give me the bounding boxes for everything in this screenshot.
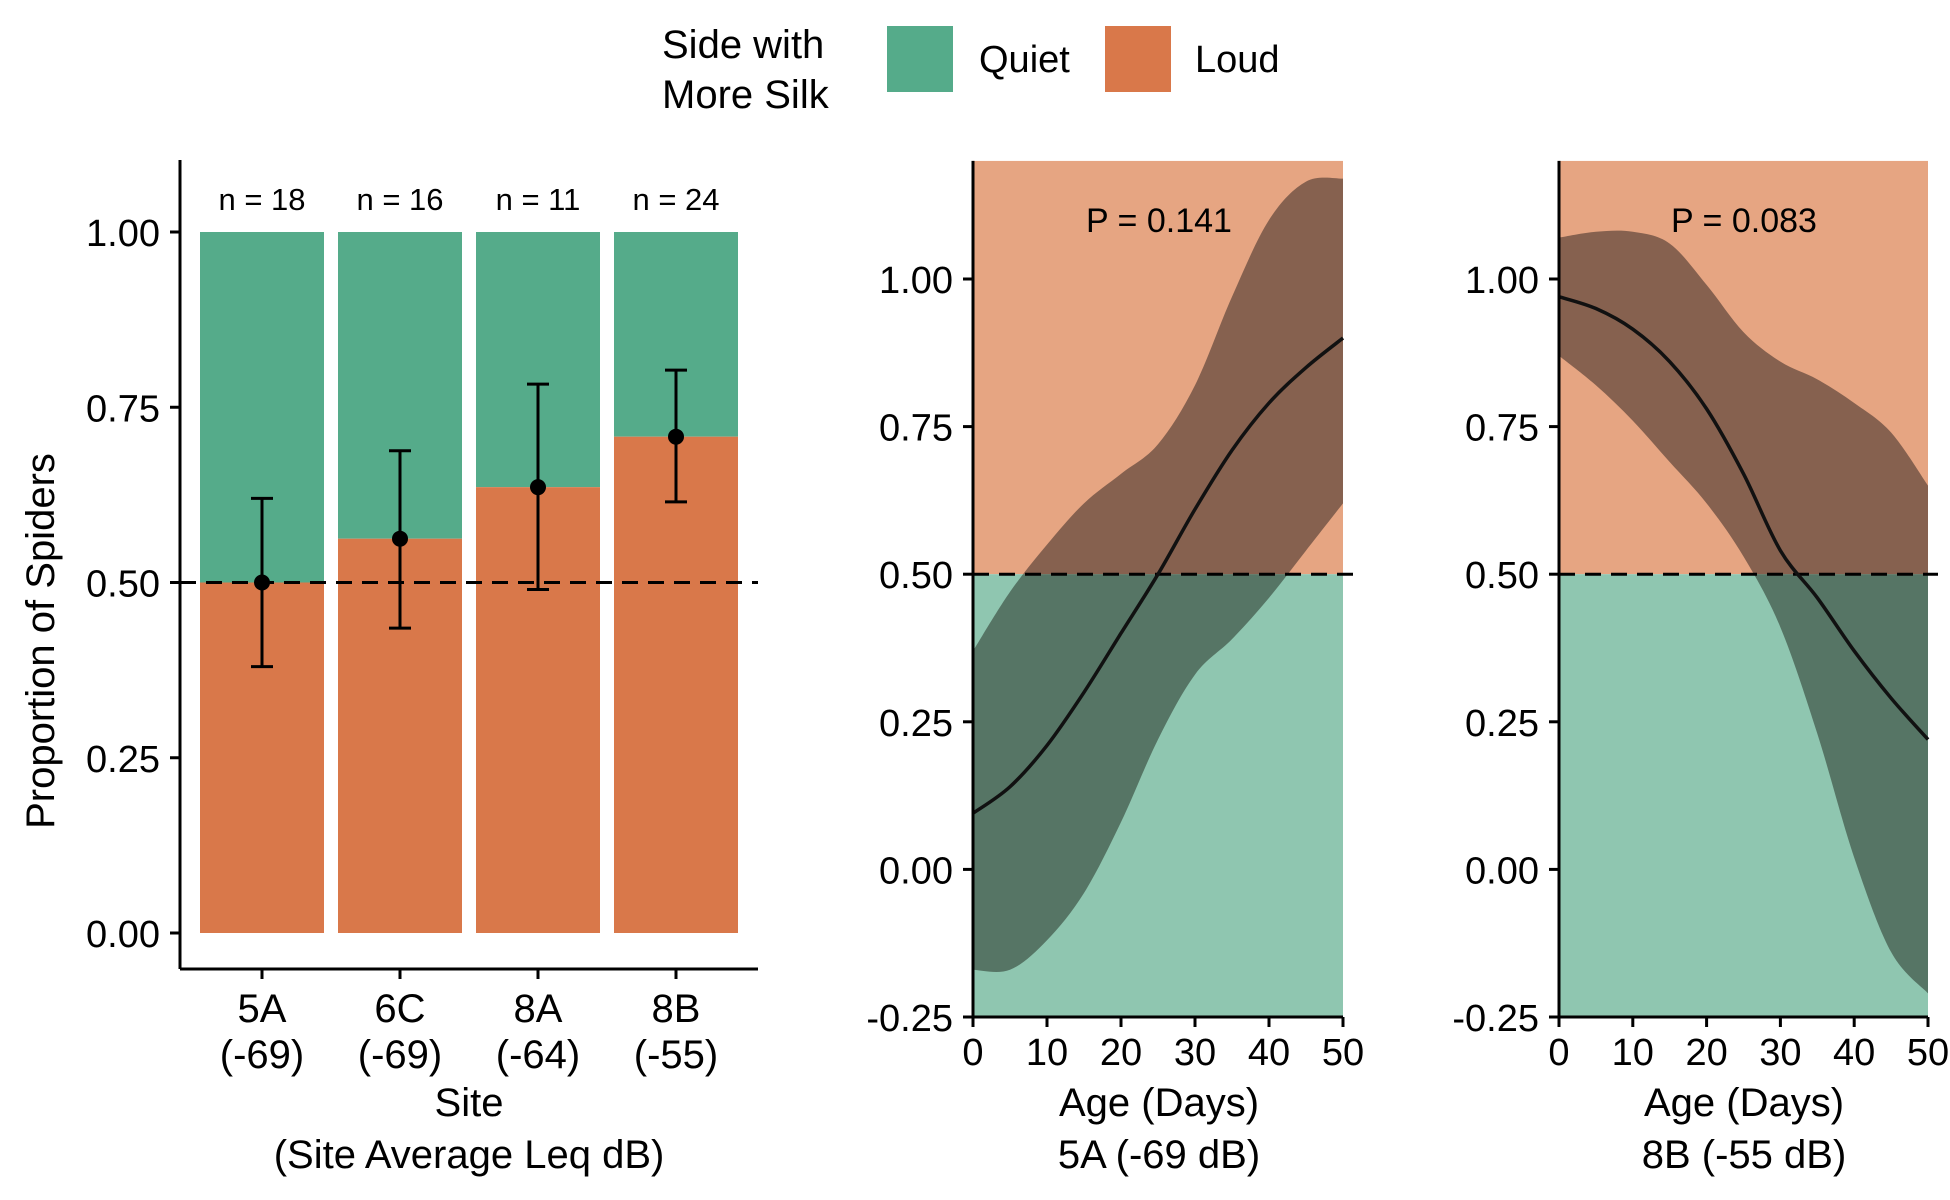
point-8A	[530, 479, 546, 496]
age-panel-8b: -0.25 0.00 0.25 0.50 0.75 1.00 0 10 20 30 40 50 Age…	[1452, 160, 1949, 1177]
legend-label-quiet: Quiet	[979, 39, 1070, 81]
y-tick-label: 0.00	[86, 914, 160, 956]
x-axis-label-line1: Age (Days)	[1644, 1081, 1844, 1125]
legend-title-line1: Side with	[662, 23, 824, 67]
x-tick-label: 20	[1685, 1032, 1727, 1074]
x-axis-label-line2: 8B (-55 dB)	[1642, 1133, 1847, 1177]
x-tick-label: 30	[1174, 1032, 1216, 1074]
x-tick-label: 0	[1548, 1032, 1569, 1074]
n-label-6C: n = 16	[356, 182, 443, 217]
y-tick-label: 0.00	[879, 850, 953, 892]
x-tick-label: 50	[1322, 1032, 1364, 1074]
y-tick-label: 0.00	[1465, 850, 1539, 892]
y-tick-label: 1.00	[1465, 260, 1539, 302]
y-tick-label: 0.50	[879, 555, 953, 597]
age-panel-5a: -0.25 0.00 0.25 0.50 0.75 1.00 0 10 20 30 40 50 Age…	[866, 160, 1364, 1177]
y-tick-label: 0.75	[1465, 408, 1539, 450]
x-tick-label-8A: 8A	[514, 987, 563, 1031]
confidence-ribbon-lower	[973, 574, 1288, 972]
confidence-ribbon-upper	[1559, 230, 1928, 575]
confidence-ribbon-upper	[1023, 177, 1343, 575]
x-tick-sublabel-6C: (-69)	[358, 1033, 442, 1077]
point-6C	[392, 530, 408, 547]
legend-label-loud: Loud	[1195, 39, 1280, 81]
bar-loud-8B	[614, 436, 738, 933]
y-tick-label: 0.25	[1465, 703, 1539, 745]
bar-panel: n = 18 n = 16 n = 11 n = 24 0.00 0.25 0.50 0.7…	[19, 160, 758, 1177]
x-tick-label: 10	[1026, 1032, 1068, 1074]
p-value-annotation: P = 0.141	[1086, 202, 1232, 240]
n-labels: n = 18 n = 16 n = 11 n = 24	[218, 182, 719, 217]
x-axis-label-line2: (Site Average Leq dB)	[274, 1133, 665, 1177]
legend-swatch-quiet	[887, 26, 953, 92]
y-tick-label: -0.25	[1452, 998, 1539, 1040]
y-tick-label: -0.25	[866, 998, 953, 1040]
y-ticks: 0.00 0.25 0.50 0.75 1.00	[86, 213, 180, 956]
n-label-5A: n = 18	[218, 182, 305, 217]
legend-title-line2: More Silk	[662, 73, 830, 117]
x-axis-label-line2: 5A (-69 dB)	[1058, 1133, 1260, 1177]
x-tick-label: 50	[1907, 1032, 1949, 1074]
y-tick-label: 0.25	[879, 703, 953, 745]
p-value-annotation: P = 0.083	[1671, 202, 1817, 240]
x-tick-label: 0	[962, 1032, 983, 1074]
point-5A	[254, 574, 270, 591]
x-axis-label-line1: Site	[435, 1081, 504, 1125]
legend: Side with More Silk Quiet Loud	[662, 23, 1280, 117]
y-tick-label: 0.25	[86, 739, 160, 781]
x-tick-label: 10	[1612, 1032, 1654, 1074]
fit-line	[1558, 295, 1930, 741]
x-tick-sublabel-8A: (-64)	[496, 1033, 580, 1077]
x-tick-label-6C: 6C	[374, 987, 425, 1031]
x-tick-label: 40	[1248, 1032, 1290, 1074]
x-tick-sublabel-5A: (-69)	[220, 1033, 304, 1077]
y-axis-label: Proportion of Spiders	[19, 453, 63, 829]
y-tick-label: 1.00	[879, 260, 953, 302]
x-ticks: 5A(-69)6C(-69)8A(-64)8B(-55)	[220, 969, 718, 1077]
point-8B	[668, 428, 684, 445]
confidence-ribbon-lower	[1753, 574, 1928, 994]
x-tick-sublabel-8B: (-55)	[634, 1033, 718, 1077]
fit-line	[971, 336, 1345, 815]
y-tick-label: 0.75	[879, 408, 953, 450]
y-tick-label: 1.00	[86, 213, 160, 255]
x-tick-label: 30	[1759, 1032, 1801, 1074]
error-bars	[251, 368, 687, 669]
n-label-8B: n = 24	[632, 182, 719, 217]
y-tick-label: 0.75	[86, 388, 160, 430]
x-tick-label-5A: 5A	[238, 987, 287, 1031]
y-tick-label: 0.50	[1465, 555, 1539, 597]
n-label-8A: n = 11	[496, 182, 581, 217]
x-tick-label: 40	[1833, 1032, 1875, 1074]
legend-swatch-loud	[1105, 26, 1171, 92]
x-tick-label-8B: 8B	[652, 987, 701, 1031]
x-tick-label: 20	[1100, 1032, 1142, 1074]
x-axis-label-line1: Age (Days)	[1059, 1081, 1259, 1125]
y-tick-label: 0.50	[86, 564, 160, 606]
